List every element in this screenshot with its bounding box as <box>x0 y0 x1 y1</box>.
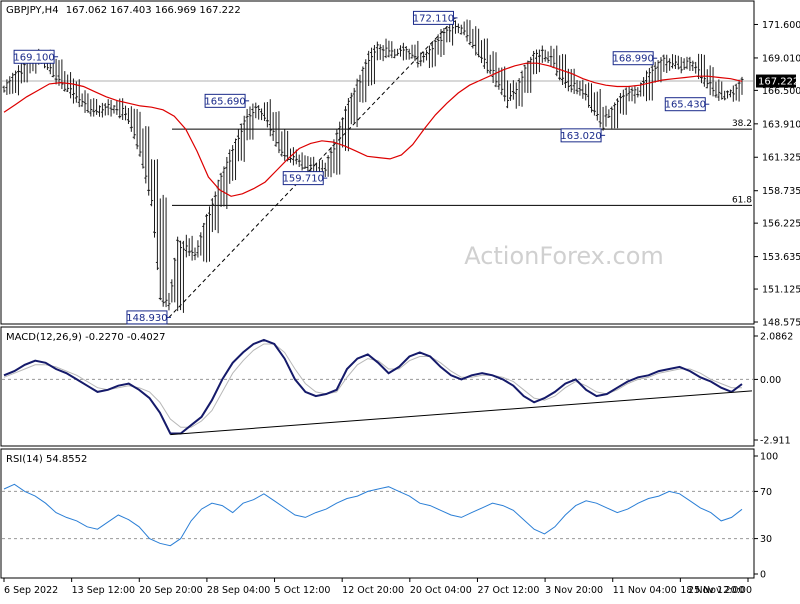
x-tick-label: 5 Oct 12:00 <box>275 585 331 596</box>
price-bars <box>2 19 744 313</box>
price-tick-label: 156.225 <box>762 219 800 230</box>
level-label: 165.430 <box>665 100 706 111</box>
rsi-line <box>3 483 743 547</box>
x-tick-label: 28 Sep 04:00 <box>207 585 270 596</box>
price-tick-label: 163.910 <box>762 119 800 130</box>
rsi-tick-label: 70 <box>760 487 772 498</box>
rsi-tick-label: 0 <box>760 570 766 581</box>
ohlc-values: 167.062 167.403 166.969 167.222 <box>66 5 241 16</box>
price-tick-label: 166.500 <box>762 86 800 97</box>
macd-trendline <box>170 390 753 436</box>
x-tick-label: 12 Oct 20:00 <box>342 585 404 596</box>
x-tick-label: 27 Oct 12:00 <box>477 585 539 596</box>
price-tick-label: 171.600 <box>762 20 800 31</box>
rsi-title: RSI(14) 54.8552 <box>6 454 87 465</box>
current-price-label: 167.222 <box>758 77 799 88</box>
current-price-tag: 167.222 <box>756 74 799 88</box>
level-label: 169.100 <box>13 52 54 63</box>
x-axis: 6 Sep 2022 13 Sep 12:00 20 Sep 20:00 28 Sep… <box>3 578 752 596</box>
rsi-axis: 100 70 30 0 <box>754 452 778 581</box>
macd-tick-label: -2.911 <box>760 436 791 447</box>
price-tick-label: 169.010 <box>762 53 800 64</box>
level-label: 165.690 <box>204 96 245 107</box>
x-tick-label: 3 Nov 20:00 <box>545 585 603 596</box>
macd-tick-label: 0.00 <box>760 375 781 386</box>
x-tick-label: 13 Sep 12:00 <box>72 585 135 596</box>
level-label: 159.710 <box>283 174 324 185</box>
rsi-panel-frame <box>0 448 755 579</box>
price-tick-label: 148.575 <box>762 318 800 329</box>
macd-panel-frame <box>0 326 755 447</box>
level-labels: 169.100 165.690 159.710 148.930 172.110 163.0… <box>13 10 710 325</box>
rsi-tick-label: 30 <box>760 534 772 545</box>
macd-tick-label: 2.0862 <box>760 332 793 343</box>
macd-axis: 2.0862 0.00 -2.911 <box>754 332 793 447</box>
price-tick-label: 161.325 <box>762 153 800 164</box>
level-label: 168.990 <box>612 54 653 65</box>
macd-signal-line <box>3 343 743 428</box>
level-label: 148.930 <box>126 313 167 324</box>
level-label: 163.020 <box>560 131 601 142</box>
x-tick-label: 20 Oct 04:00 <box>410 585 472 596</box>
price-tick-label: 158.735 <box>762 186 800 197</box>
price-axis: 171.600 169.010 166.500 163.910 161.325 158.7… <box>754 20 800 329</box>
x-tick-label: 18 Nov 12:00 <box>680 585 744 596</box>
symbol-label: GBPJPY,H4 <box>6 5 59 16</box>
rsi-levels <box>2 490 753 540</box>
price-tick-label: 151.125 <box>762 285 800 296</box>
macd-line <box>3 338 743 435</box>
fib-levels: 38.2 61.8 <box>172 119 752 206</box>
price-panel-frame <box>0 0 755 325</box>
rsi-tick-label: 100 <box>760 452 778 463</box>
moving-average-line <box>3 62 743 197</box>
price-tick-label: 153.635 <box>762 252 800 263</box>
price-trendline <box>168 17 456 318</box>
watermark: ActionForex.com <box>464 242 664 270</box>
fib-label: 38.2 <box>732 119 752 129</box>
level-label: 172.110 <box>413 13 454 24</box>
x-tick-label: 11 Nov 04:00 <box>613 585 677 596</box>
fib-label: 61.8 <box>732 195 752 205</box>
price-chart-title: GBPJPY,H4 167.062 167.403 166.969 167.22… <box>6 5 241 16</box>
x-tick-label: 6 Sep 2022 <box>4 585 58 596</box>
x-tick-label: 25 Nov 20:00 <box>688 585 752 596</box>
macd-title: MACD(12,26,9) -0.2270 -0.4027 <box>6 332 166 343</box>
x-tick-label: 20 Sep 20:00 <box>139 585 202 596</box>
